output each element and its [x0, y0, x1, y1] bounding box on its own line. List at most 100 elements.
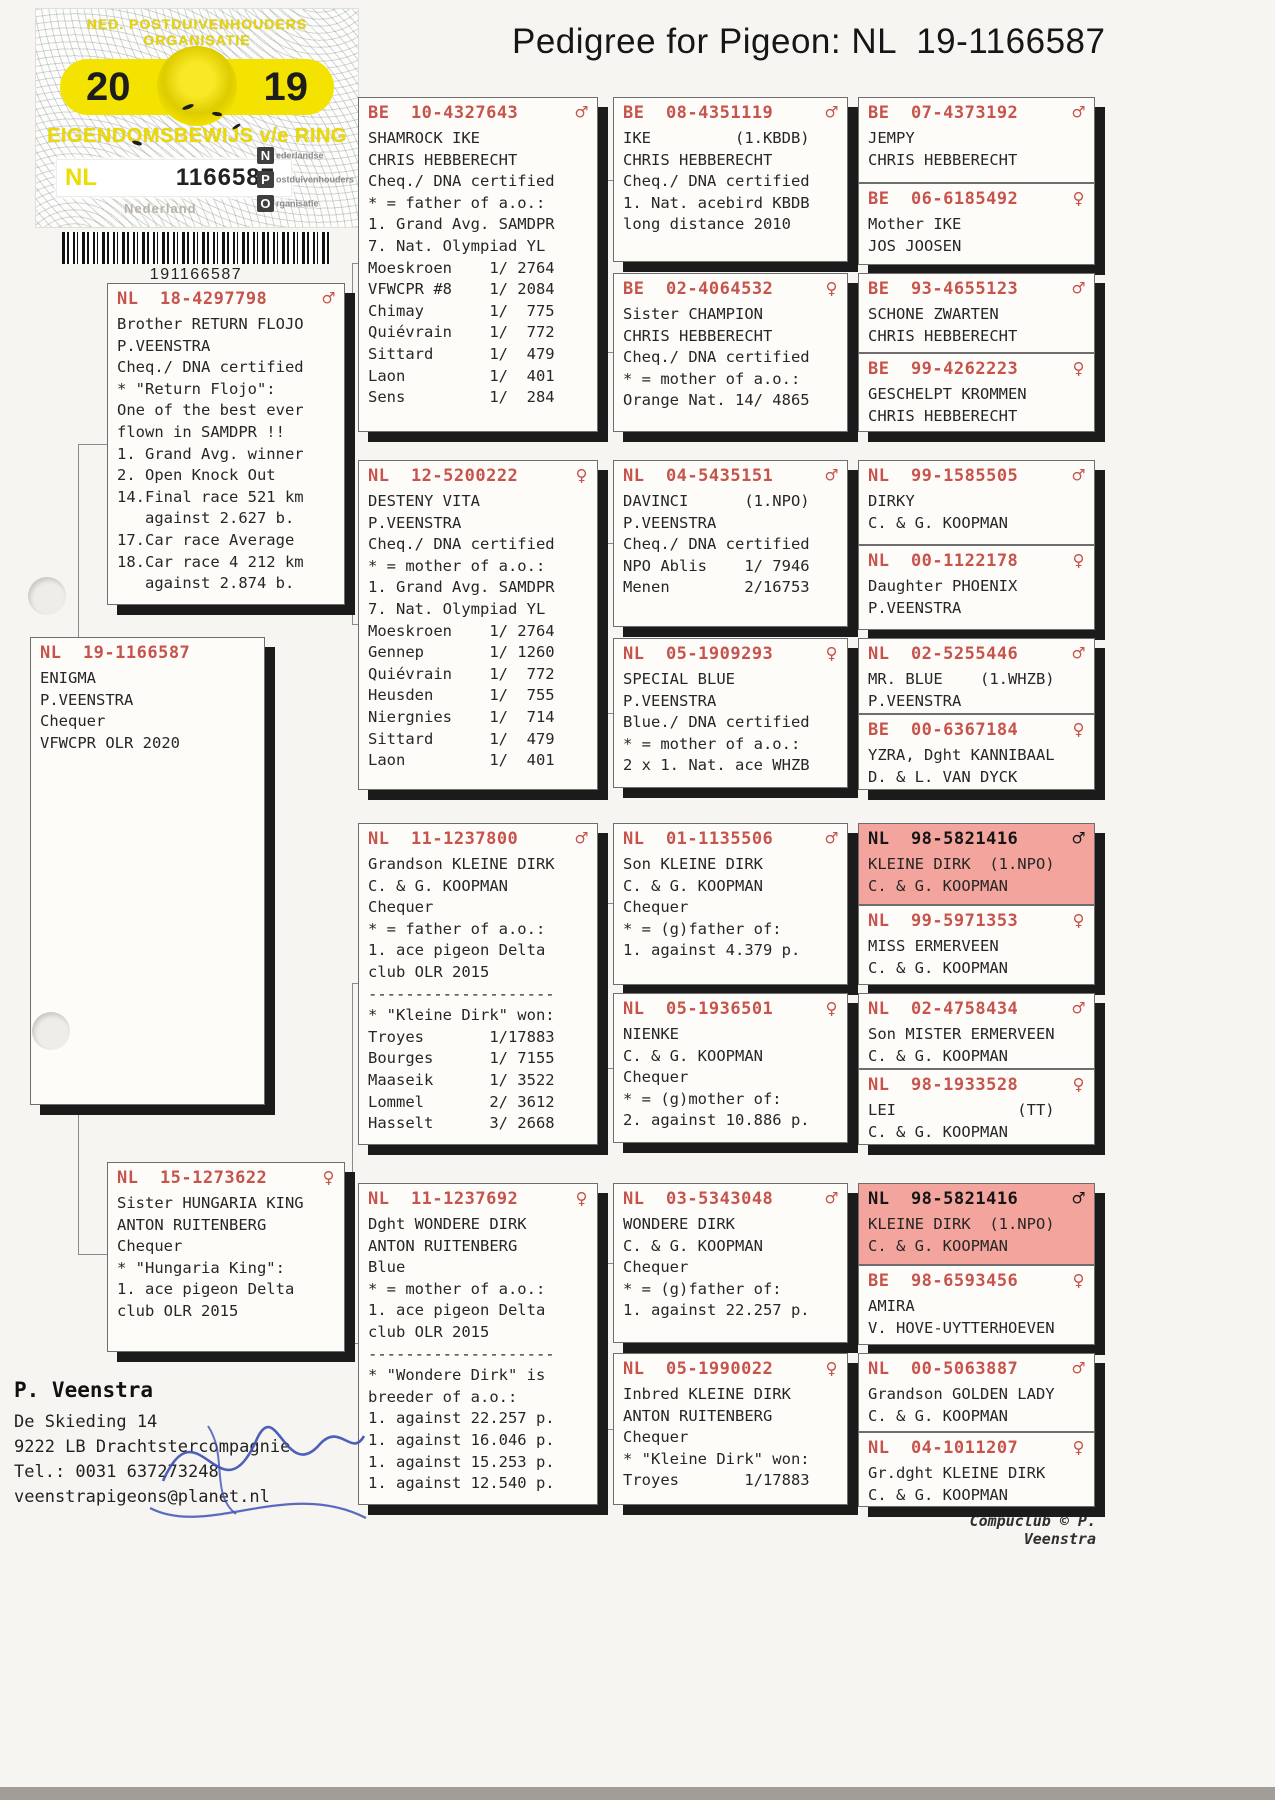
sex-icon: ♂ — [825, 100, 838, 124]
sex-icon: ♂ — [1072, 996, 1085, 1020]
pigeon-details: SHAMROCK IKE CHRIS HEBBERECHT Cheq./ DNA… — [368, 129, 555, 407]
pigeon-details: MR. BLUE (1.WHZB) P.VEENSTRA — [868, 670, 1055, 710]
npo-emblem-icon — [157, 46, 237, 126]
sex-icon: ♀ — [322, 1165, 335, 1189]
pedigree-box: NL 02-5255446 ♂ MR. BLUE (1.WHZB) P.VEENS… — [858, 638, 1095, 714]
pedigree-box: BE 02-4064532 ♀ Sister CHAMPION CHRIS HEB… — [613, 273, 848, 432]
pedigree-box: NL 04-5435151 ♂ DAVINCI (1.NPO) P.VEENSTR… — [613, 460, 848, 627]
sex-icon: ♂ — [825, 463, 838, 487]
ring-number: BE 02-4064532 — [623, 279, 774, 299]
sex-icon: ♂ — [825, 1186, 838, 1210]
nederland-watermark: Nederland — [124, 201, 197, 216]
ring-number: NL 99-1585505 — [868, 466, 1019, 486]
pigeon-details: IKE (1.KBDB) CHRIS HEBBERECHT Cheq./ DNA… — [623, 129, 810, 234]
pigeon-details: NIENKE C. & G. KOOPMAN Chequer * = (g)mo… — [623, 1025, 810, 1130]
pedigree-box: NL 04-1011207 ♀ Gr.dght KLEINE DIRK C. & … — [858, 1432, 1095, 1507]
pigeon-details: SCHONE ZWARTEN CHRIS HEBBERECHT — [868, 305, 1018, 345]
pigeon-details: ENIGMA P.VEENSTRA Chequer VFWCPR OLR 202… — [40, 669, 180, 752]
pigeon-details: Grandson KLEINE DIRK C. & G. KOOPMAN Che… — [368, 855, 555, 1133]
pigeon-details: Gr.dght KLEINE DIRK C. & G. KOOPMAN — [868, 1464, 1046, 1504]
year-pill: 20 19 — [60, 46, 334, 126]
pedigree-box-highlighted: NL 98-5821416 ♂ KLEINE DIRK (1.NPO) C. & … — [858, 823, 1095, 905]
hole-punch — [28, 577, 66, 615]
npo-org-line: NED. POSTDUIVENHOUDERS ORGANISATIE — [86, 16, 308, 48]
pigeon-details: SPECIAL BLUE P.VEENSTRA Blue./ DNA certi… — [623, 670, 810, 775]
breeder-email: veenstrapigeons@planet.nl — [14, 1487, 270, 1507]
sex-icon: ♂ — [322, 286, 335, 310]
pedigree-box: BE 93-4655123 ♂ SCHONE ZWARTEN CHRIS HEBB… — [858, 273, 1095, 353]
pedigree-box: NL 11-1237800 ♂ Grandson KLEINE DIRK C. &… — [358, 823, 598, 1145]
ring-number: NL 00-1122178 — [868, 551, 1019, 571]
pedigree-box: BE 00-6367184 ♀ YZRA, Dght KANNIBAAL D. &… — [858, 714, 1095, 790]
sex-icon: ♂ — [1072, 100, 1085, 124]
pedigree-box: NL 99-5971353 ♀ MISS ERMERVEEN C. & G. KO… — [858, 905, 1095, 985]
pigeon-details: Mother IKE JOS JOOSEN — [868, 215, 962, 255]
sex-icon: ♂ — [575, 100, 588, 124]
ring-number: BE 07-4373192 — [868, 103, 1019, 123]
ring-number: NL 05-1936501 — [623, 999, 774, 1019]
pedigree-box: NL 00-5063887 ♂ Grandson GOLDEN LADY C. &… — [858, 1353, 1095, 1432]
pedigree-box: NL 98-1933528 ♀ LEI (TT) C. & G. KOOPMAN — [858, 1069, 1095, 1145]
ring-number: NL 98-5821416 — [868, 1189, 1019, 1209]
ring-number: BE 98-6593456 — [868, 1271, 1019, 1291]
ring-number: NL 15-1273622 — [117, 1168, 268, 1188]
sex-icon: ♂ — [1072, 826, 1085, 850]
pedigree-box: NL 12-5200222 ♀ DESTENY VITA P.VEENSTRA C… — [358, 460, 598, 790]
npo-letter: O — [256, 195, 274, 212]
sex-icon: ♀ — [825, 1356, 838, 1380]
ring-number: BE 06-6185492 — [868, 189, 1019, 209]
pigeon-details: YZRA, Dght KANNIBAAL D. & L. VAN DYCK — [868, 746, 1055, 786]
pigeon-details: AMIRA V. HOVE-UYTTERHOEVEN — [868, 1297, 1055, 1337]
pigeon-details: MISS ERMERVEEN C. & G. KOOPMAN — [868, 937, 1008, 977]
sex-icon: ♀ — [825, 641, 838, 665]
sex-icon: ♂ — [1072, 463, 1085, 487]
ring-number: NL 01-1135506 — [623, 829, 774, 849]
pedigree-box-father: NL 18-4297798 ♂ Brother RETURN FLOJO P.VE… — [107, 283, 345, 605]
barcode — [62, 232, 330, 264]
npo-letter: P — [256, 171, 274, 188]
pedigree-box: NL 05-1936501 ♀ NIENKE C. & G. KOOPMAN Ch… — [613, 993, 848, 1143]
ring-number: NL 02-4758434 — [868, 999, 1019, 1019]
ring-number: NL 18-4297798 — [117, 289, 268, 309]
ring-number: BE 99-4262223 — [868, 359, 1019, 379]
pedigree-box: NL 00-1122178 ♀ Daughter PHOENIX P.VEENST… — [858, 545, 1095, 630]
ring-number: NL 98-1933528 — [868, 1075, 1019, 1095]
pigeon-details: Daughter PHOENIX P.VEENSTRA — [868, 577, 1018, 617]
pigeon-details: JEMPY CHRIS HEBBERECHT — [868, 129, 1018, 169]
ring-number: NL 05-1990022 — [623, 1359, 774, 1379]
breeder-address-line: De Skieding 14 — [14, 1412, 158, 1432]
sex-icon: ♀ — [1072, 186, 1085, 210]
pigeon-details: Son MISTER ERMERVEEN C. & G. KOOPMAN — [868, 1025, 1055, 1065]
pedigree-box: BE 07-4373192 ♂ JEMPY CHRIS HEBBERECHT — [858, 97, 1095, 183]
pigeon-details: WONDERE DIRK C. & G. KOOPMAN Chequer * =… — [623, 1215, 810, 1320]
sex-icon: ♀ — [1072, 548, 1085, 572]
ring-number: NL 12-5200222 — [368, 466, 519, 486]
ring-number: BE 08-4351119 — [623, 103, 774, 123]
pedigree-box: BE 06-6185492 ♀ Mother IKE JOS JOOSEN — [858, 183, 1095, 265]
pedigree-box: BE 10-4327643 ♂ SHAMROCK IKE CHRIS HEBBER… — [358, 97, 598, 432]
year-right: 19 — [263, 64, 309, 109]
ring-number: NL 04-5435151 — [623, 466, 774, 486]
ring-number: NL 00-5063887 — [868, 1359, 1019, 1379]
pigeon-details: DIRKY C. & G. KOOPMAN — [868, 492, 1008, 532]
npo-letter: N — [256, 147, 274, 164]
hole-punch — [32, 1012, 70, 1050]
pigeon-details: Sister CHAMPION CHRIS HEBBERECHT Cheq./ … — [623, 305, 810, 410]
sex-icon: ♂ — [825, 826, 838, 850]
sex-icon: ♀ — [1072, 356, 1085, 380]
ownership-line: EIGENDOMSBEWIJS v/e RING — [47, 125, 347, 147]
pedigree-box: NL 11-1237692 ♀ Dght WONDERE DIRK ANTON R… — [358, 1183, 598, 1505]
barcode-number: 191166587 — [149, 266, 243, 283]
sex-icon: ♂ — [575, 826, 588, 850]
breeder-phone: Tel.: 0031 637273248 — [14, 1462, 219, 1482]
year-left: 20 — [86, 64, 131, 109]
country-code: NL — [65, 164, 97, 191]
ring-number: NL 98-5821416 — [868, 829, 1019, 849]
pigeon-details: Brother RETURN FLOJO P.VEENSTRA Cheq./ D… — [117, 315, 304, 593]
pigeon-details: DESTENY VITA P.VEENSTRA Cheq./ DNA certi… — [368, 492, 555, 770]
sex-icon: ♀ — [825, 996, 838, 1020]
sex-icon: ♂ — [1072, 1356, 1085, 1380]
pigeon-details: GESCHELPT KROMMEN CHRIS HEBBERECHT — [868, 385, 1027, 425]
signature — [149, 1425, 367, 1519]
